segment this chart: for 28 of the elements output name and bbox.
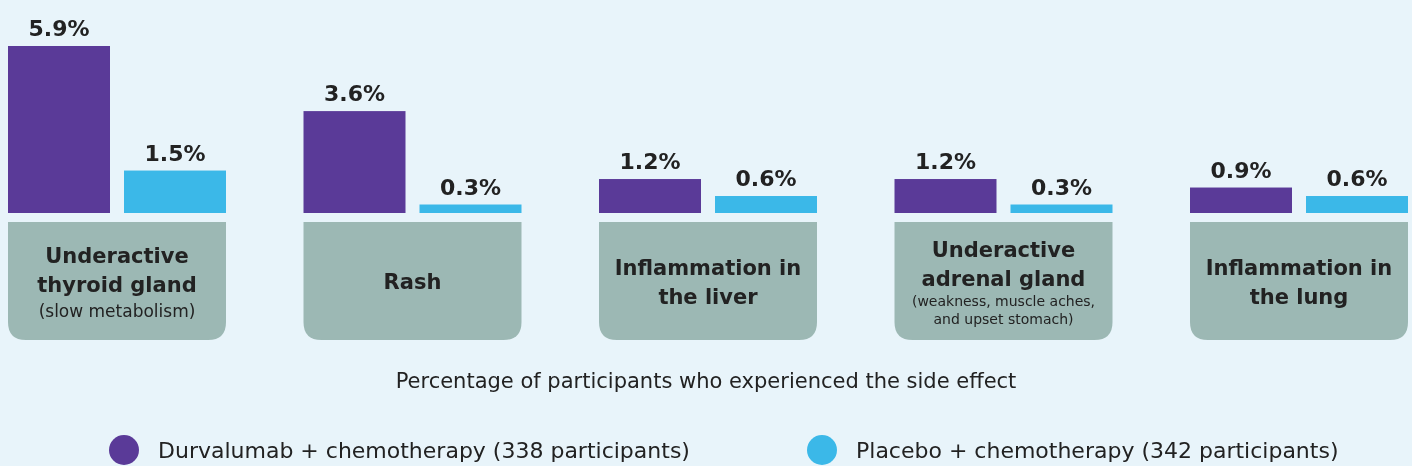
x-tick-label: Inflammation in the liver: [614, 255, 802, 309]
data-label: 1.2%: [914, 149, 977, 175]
data-label: 1.2%: [619, 149, 681, 175]
bar: [8, 46, 110, 213]
bar: [715, 196, 817, 213]
bar: [1190, 187, 1292, 213]
bar: [599, 179, 701, 213]
bar: [1306, 196, 1408, 213]
data-label: 0.3%: [439, 174, 502, 200]
x-tick-label: Rash: [383, 270, 442, 295]
x-tick-label: Underactive thyroid gland (slow metabolism): [37, 243, 197, 321]
x-tick-label: Inflammation in the lung: [1205, 255, 1393, 309]
data-label: 1.5%: [144, 140, 206, 166]
data-label: 0.9%: [1210, 157, 1272, 183]
legend-label: Durvalumab + chemotherapy (338 participants): [158, 438, 690, 463]
bar: [419, 204, 522, 213]
data-label: 3.6%: [323, 81, 386, 107]
data-label: 0.6%: [735, 166, 797, 192]
x-tick-label: Underactive adrenal gland (weakness, muscle aches, and upset stomach): [911, 237, 1096, 328]
x-axis-title: Percentage of participants who experienced the side effect: [395, 369, 1017, 393]
bar: [124, 170, 226, 213]
data-label: 5.9%: [28, 16, 90, 41]
bar: [1010, 204, 1113, 213]
bar: [894, 179, 997, 213]
data-label: 0.6%: [1326, 166, 1388, 192]
data-label: 0.3%: [1030, 174, 1093, 200]
bar: [303, 111, 406, 213]
legend-label: Placebo + chemotherapy (342 participants): [856, 438, 1339, 463]
